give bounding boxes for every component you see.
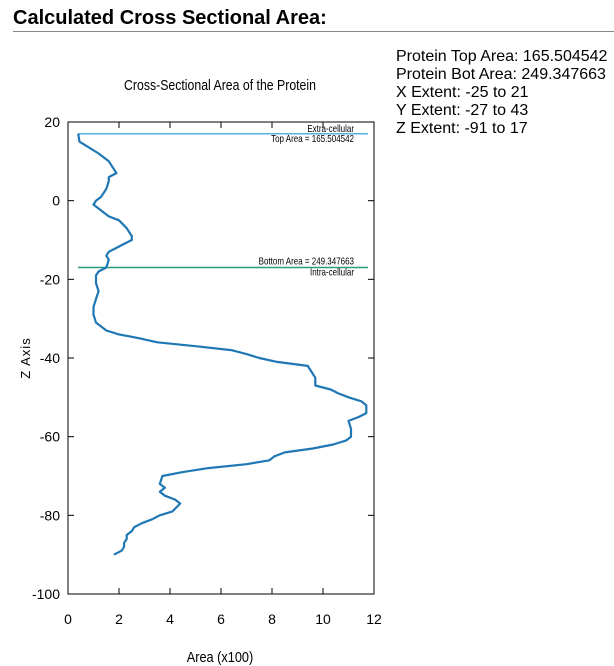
page-title: Calculated Cross Sectional Area: bbox=[13, 7, 327, 29]
x-tick-label: 0 bbox=[64, 611, 72, 627]
x-axis-label: Area (x100) bbox=[187, 648, 254, 665]
y-tick-label: -80 bbox=[40, 507, 60, 523]
chart-title: Cross-Sectional Area of the Protein bbox=[124, 77, 316, 93]
intra-cellular-label: Intra-cellular bbox=[310, 267, 354, 278]
z-extent: Z Extent: -91 to 17 bbox=[396, 120, 528, 137]
protein-bot-area: Protein Bot Area: 249.347663 bbox=[396, 66, 606, 83]
y-tick-label: -40 bbox=[40, 350, 60, 366]
title-divider bbox=[13, 31, 614, 32]
x-tick-label: 2 bbox=[115, 611, 123, 627]
plot-frame bbox=[67, 121, 375, 595]
y-tick-label: 0 bbox=[52, 193, 60, 209]
extra-cellular-label: Extra-cellular bbox=[307, 123, 354, 134]
area-profile-line bbox=[77, 133, 368, 556]
y-extent: Y Extent: -27 to 43 bbox=[396, 102, 529, 119]
y-tick-label: 20 bbox=[44, 114, 60, 130]
x-extent: X Extent: -25 to 21 bbox=[396, 84, 529, 101]
cross-section-chart: Cross-Sectional Area of the Protein 200-… bbox=[18, 77, 382, 665]
top-area-label: Top Area = 165.504542 bbox=[271, 133, 354, 144]
y-tick-label: -60 bbox=[40, 429, 60, 445]
stats-panel: Protein Top Area: 165.504542 Protein Bot… bbox=[396, 48, 607, 138]
x-tick-label: 12 bbox=[366, 611, 382, 627]
x-tick-label: 8 bbox=[268, 611, 276, 627]
x-tick-label: 10 bbox=[315, 611, 331, 627]
y-tick-label: -20 bbox=[40, 271, 60, 287]
protein-top-area: Protein Top Area: 165.504542 bbox=[396, 48, 608, 65]
y-axis-label: Z Axis bbox=[18, 337, 33, 378]
x-tick-label: 6 bbox=[217, 611, 225, 627]
bottom-area-label: Bottom Area = 249.347663 bbox=[259, 256, 354, 267]
y-tick-label: -100 bbox=[32, 586, 60, 602]
y-axis: 20 0 -20 -40 -60 -80 -100 bbox=[32, 114, 374, 602]
x-axis: 0 2 4 6 8 10 12 bbox=[64, 122, 382, 627]
x-tick-label: 4 bbox=[166, 611, 174, 627]
